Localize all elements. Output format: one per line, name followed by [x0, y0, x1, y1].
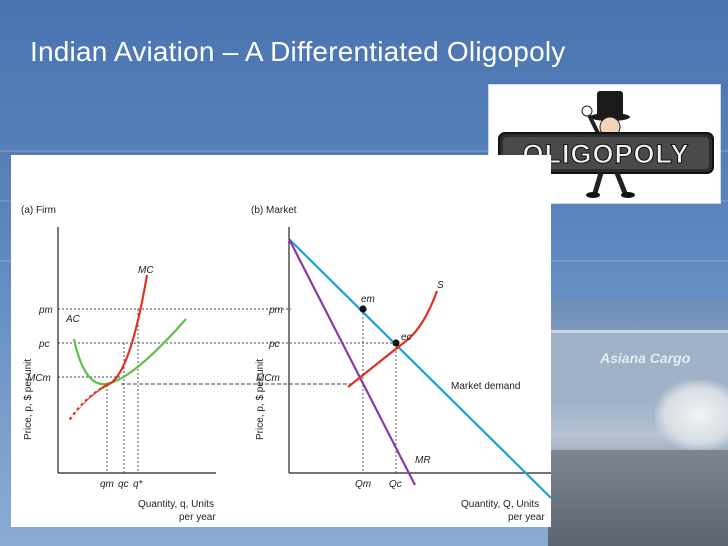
- firm-qstar-tick: q*: [133, 479, 144, 490]
- market-Qc-tick: Qc: [389, 479, 402, 490]
- ac-label: AC: [65, 314, 81, 325]
- firm-x-axis-label-line1: Quantity, q, Units: [138, 499, 214, 510]
- firm-y-axis-label: Price, p, $ per unit: [23, 359, 34, 440]
- slide-title: Indian Aviation – A Differentiated Oligo…: [30, 36, 566, 67]
- mr-curve: [288, 238, 416, 486]
- market-mcm-tick: MCm: [256, 373, 280, 384]
- supply-label: S: [437, 280, 444, 291]
- market-x-axis-label-line1: Quantity, Q, Units: [461, 499, 539, 510]
- firm-qm-tick: qm: [100, 479, 114, 490]
- cargo-signage: Asiana Cargo: [600, 350, 691, 366]
- market-demand-curve: [288, 238, 552, 499]
- tarmac: [548, 450, 728, 546]
- mascot-legs: [592, 172, 628, 194]
- mc-label: MC: [138, 265, 154, 276]
- ec-point: [392, 339, 400, 347]
- market-pc-tick: pc: [268, 339, 280, 350]
- market-y-axis-label: Price, p, $ per unit: [255, 359, 266, 440]
- oligopoly-diagram: (a) Firm Price, p, $ per unit MC AC pm p…: [21, 205, 552, 523]
- firm-pm-tick: pm: [38, 305, 53, 316]
- em-point: [359, 305, 367, 313]
- firm-pc-tick: pc: [38, 339, 50, 350]
- logo-banner-inner: [503, 137, 709, 169]
- firm-x-axis-label-line2: per year: [179, 512, 216, 523]
- market-pm-tick: pm: [268, 305, 283, 316]
- mr-label: MR: [415, 455, 431, 466]
- em-label: em: [361, 294, 375, 305]
- mascot-shoe: [586, 192, 600, 198]
- mascot-glove: [581, 105, 593, 117]
- firm-qc-tick: qc: [118, 479, 129, 490]
- market-demand-label: Market demand: [451, 381, 520, 392]
- firm-mcm-tick: MCm: [27, 373, 51, 384]
- firm-panel-label: (a) Firm: [21, 205, 56, 216]
- airplane-image: [655, 380, 728, 450]
- supply-curve: [347, 290, 439, 388]
- mascot-shoe: [621, 192, 635, 198]
- ec-label: ec: [401, 332, 412, 343]
- top-hat-mascot-icon: OLIGOPOLY: [498, 91, 714, 198]
- market-x-axis-label-line2: per year: [508, 512, 545, 523]
- mc-curve: [67, 274, 149, 423]
- diagram-panel: (a) Firm Price, p, $ per unit MC AC pm p…: [11, 155, 552, 527]
- mascot-arm: [587, 114, 601, 136]
- market-panel-label: (b) Market: [251, 205, 297, 216]
- market-Qm-tick: Qm: [355, 479, 371, 490]
- hat-crown: [597, 91, 623, 117]
- ac-curve: [72, 318, 187, 386]
- background-stripe: [0, 150, 728, 152]
